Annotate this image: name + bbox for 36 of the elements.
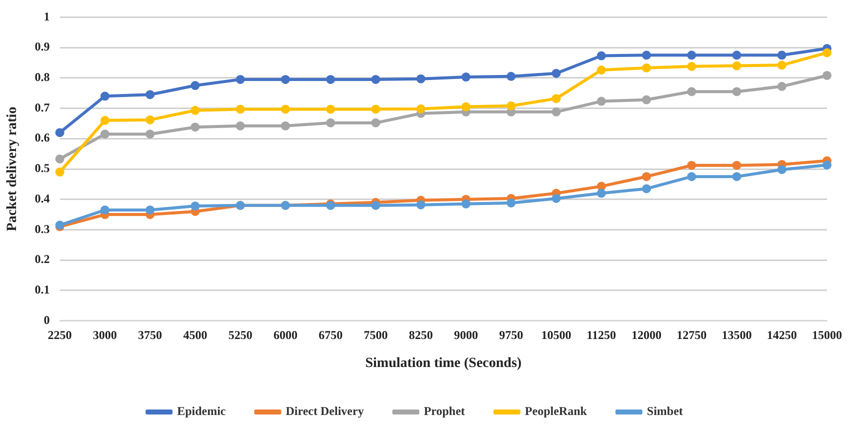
y-tick-label: 0.2 — [34, 252, 50, 266]
x-tick-label: 5250 — [228, 328, 252, 342]
y-tick-label: 0.5 — [34, 161, 50, 176]
x-tick-label: 7500 — [364, 328, 388, 342]
y-tick-label: 0.9 — [34, 40, 50, 54]
legend-label: Epidemic — [177, 404, 226, 418]
y-tick-label: 0.8 — [34, 70, 50, 84]
y-tick-label: 1 — [44, 9, 50, 24]
x-tick-label: 11250 — [586, 328, 616, 342]
x-tick-label: 3750 — [138, 328, 162, 342]
y-tick-label: 0.6 — [34, 130, 50, 145]
x-tick-label: 3000 — [92, 328, 117, 342]
x-tick-label: 14250 — [766, 328, 797, 342]
legend-label: Simbet — [646, 404, 683, 418]
y-tick-label: 0 — [44, 312, 50, 327]
x-tick-label: 10500 — [541, 328, 572, 342]
x-tick-label: 6750 — [318, 328, 343, 342]
y-tick-label: 0.3 — [34, 222, 50, 236]
y-axis-title: Packet delivery ratio — [5, 106, 20, 232]
x-tick-label: 12000 — [631, 328, 662, 342]
legend-label: PeopleRank — [524, 404, 588, 418]
x-tick-label: 4500 — [183, 328, 208, 342]
x-tick-label: 12750 — [676, 328, 707, 342]
x-tick-label: 8250 — [408, 328, 433, 342]
x-tick-label: 9000 — [454, 328, 478, 342]
y-tick-label: 0.7 — [34, 100, 50, 114]
y-tick-label: 0.4 — [34, 191, 50, 206]
y-tick-label: 0.1 — [34, 282, 50, 297]
x-tick-label: 15000 — [812, 328, 842, 342]
x-tick-label: 9750 — [499, 328, 524, 342]
legend-label: Direct Delivery — [286, 404, 364, 418]
x-tick-label: 6000 — [273, 328, 298, 342]
x-tick-label: 2250 — [48, 328, 72, 342]
x-axis-title: Simulation time (Seconds) — [365, 356, 522, 372]
x-tick-label: 13500 — [722, 328, 752, 342]
legend-label: Prophet — [424, 404, 465, 418]
